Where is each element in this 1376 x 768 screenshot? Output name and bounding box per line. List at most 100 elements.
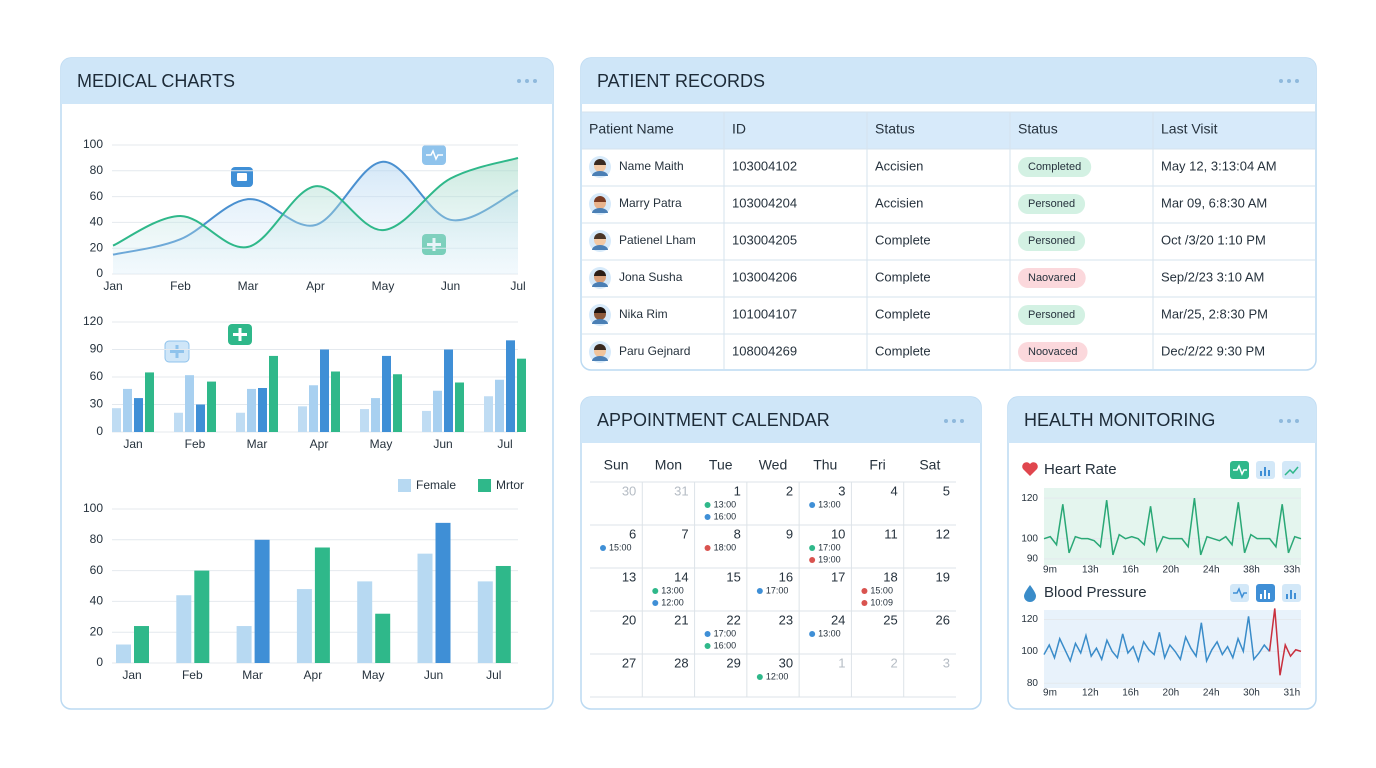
- bar: [145, 372, 154, 432]
- last-visit: May 12, 3:13:04 AM: [1161, 158, 1277, 173]
- menu-dots[interactable]: [517, 79, 537, 83]
- avatar-hair: [594, 344, 606, 350]
- bar: [393, 374, 402, 432]
- legend-swatch: [478, 479, 492, 492]
- bar: [320, 349, 329, 432]
- avatar-hair: [594, 196, 606, 202]
- event-dot: [704, 502, 711, 508]
- y-tick-label: 60: [90, 563, 104, 577]
- x-tick-label: 9m: [1043, 565, 1057, 576]
- monitor-bg: [1044, 488, 1301, 565]
- bar: [296, 589, 312, 663]
- bar: [331, 371, 340, 432]
- x-tick-label: 24h: [1203, 565, 1220, 576]
- day-number: 31: [674, 483, 688, 498]
- bar: [247, 388, 256, 432]
- blood-pressure-label: Blood Pressure: [1044, 584, 1147, 601]
- day-number: 24: [831, 612, 845, 627]
- event-time: 13:00: [818, 499, 841, 509]
- bar: [357, 581, 373, 663]
- column-header: Status: [1018, 121, 1058, 137]
- x-tick-label: Jun: [441, 279, 460, 293]
- patient-name: Marry Patra: [619, 196, 682, 210]
- day-number: 8: [734, 526, 741, 541]
- event-dot: [652, 588, 659, 594]
- day-number: 14: [674, 569, 688, 584]
- day-number: 4: [890, 483, 897, 498]
- status-badge: [1018, 342, 1088, 362]
- patient-status: Accisien: [875, 195, 923, 210]
- x-tick-label: 30h: [1243, 688, 1260, 699]
- table-header-row: [582, 112, 1315, 149]
- y-tick-label: 120: [83, 314, 103, 328]
- bar: [371, 398, 380, 432]
- patient-id: 103004206: [732, 269, 797, 284]
- bar: [375, 613, 391, 663]
- event-time: 10:09: [870, 597, 893, 607]
- panel-frame: [580, 57, 1317, 371]
- menu-dots[interactable]: [944, 419, 964, 423]
- bar: [495, 379, 504, 432]
- bar: [433, 390, 442, 432]
- patient-id: 101004107: [732, 306, 797, 321]
- heart-icon: [1022, 462, 1038, 476]
- event-time: 12:00: [661, 597, 684, 607]
- bar: [236, 412, 245, 432]
- bar: [174, 412, 183, 432]
- bar: [134, 398, 143, 432]
- y-tick-label: 30: [90, 397, 104, 411]
- x-tick-label: Feb: [185, 437, 206, 451]
- weekday: Mon: [655, 457, 682, 473]
- x-tick-label: May: [372, 279, 395, 293]
- column-header: ID: [732, 121, 746, 137]
- avatar-body: [592, 319, 608, 324]
- bar: [455, 382, 464, 432]
- y-tick-label: 20: [90, 624, 104, 638]
- patient-id: 108004269: [732, 343, 797, 358]
- bar: [444, 349, 453, 432]
- bar: [422, 410, 431, 432]
- menu-dots[interactable]: [1279, 79, 1299, 83]
- day-number: 30: [779, 655, 793, 670]
- event-time: 13:00: [714, 499, 737, 509]
- day-number: 16: [779, 569, 793, 584]
- bar: [517, 358, 526, 432]
- x-tick-label: 20h: [1163, 688, 1180, 699]
- event-dot: [809, 502, 816, 508]
- x-tick-label: Apr: [306, 279, 325, 293]
- panel-header: [1008, 397, 1316, 443]
- avatar-hair: [594, 270, 606, 276]
- day-number: 17: [831, 569, 845, 584]
- bar: [435, 522, 451, 663]
- menu-dots[interactable]: [1279, 419, 1299, 423]
- avatar-hair: [594, 159, 606, 165]
- event-dot: [600, 545, 606, 551]
- day-number: 10: [831, 526, 845, 541]
- event-dot: [704, 545, 711, 551]
- y-tick-label: 100: [1021, 646, 1038, 657]
- y-tick-label: 0: [96, 655, 103, 669]
- patient-id: 103004204: [732, 195, 797, 210]
- y-tick-label: 80: [90, 163, 104, 177]
- avatar-body: [592, 245, 608, 250]
- bar: [194, 570, 210, 663]
- y-tick-label: 40: [90, 594, 104, 608]
- y-tick-label: 80: [1027, 678, 1039, 689]
- patient-name: Paru Gejnard: [619, 344, 690, 358]
- status-badge-text: Personed: [1028, 198, 1075, 210]
- x-tick-label: Feb: [170, 279, 191, 293]
- x-tick-label: Feb: [182, 668, 203, 682]
- day-number: 25: [883, 612, 897, 627]
- bar: [258, 388, 267, 432]
- patient-name: Nika Rim: [619, 307, 668, 321]
- weekday: Sat: [919, 457, 940, 473]
- panel-header: [581, 397, 981, 443]
- column-header: Status: [875, 121, 915, 137]
- day-number: 18: [883, 569, 897, 584]
- view-toggles[interactable]: [1230, 461, 1301, 602]
- event-time: 16:00: [714, 511, 737, 521]
- status-badge: [1018, 157, 1092, 177]
- bar: [254, 539, 270, 663]
- day-number: 2: [786, 483, 793, 498]
